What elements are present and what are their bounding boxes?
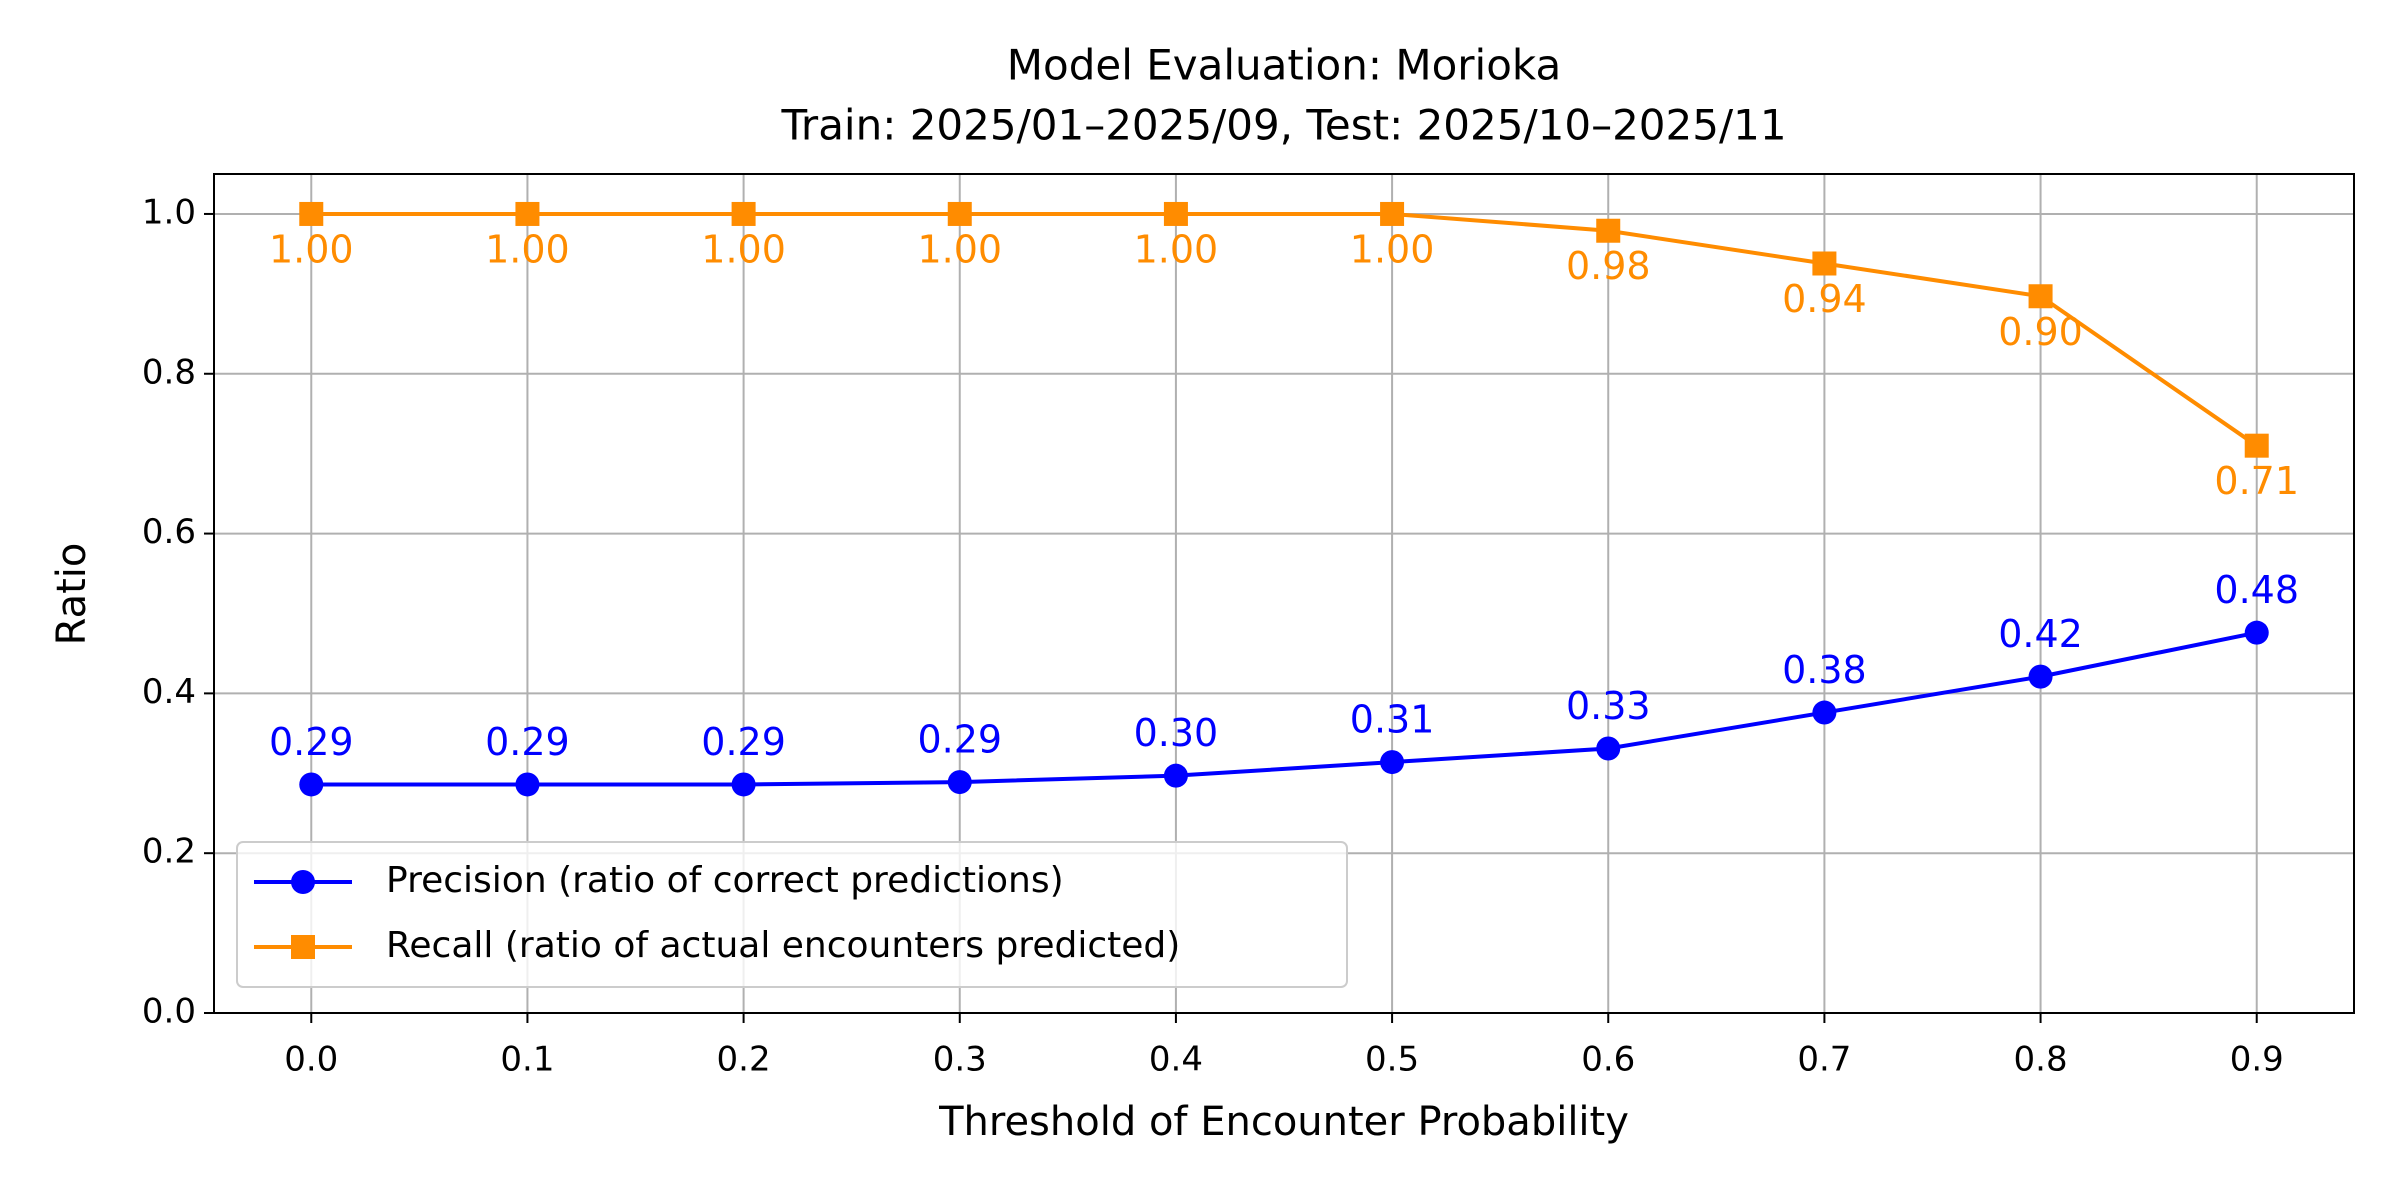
x-tick-label: 0.4 xyxy=(1149,1040,1203,1080)
marker xyxy=(2244,620,2269,645)
marker xyxy=(515,201,540,226)
data-label: 0.90 xyxy=(1998,310,2083,354)
data-label: 0.31 xyxy=(1350,698,1435,742)
marker xyxy=(2028,664,2053,689)
chart-subtitle: Train: 2025/01–2025/09, Test: 2025/10–20… xyxy=(780,101,1786,150)
data-label: 0.71 xyxy=(2214,459,2299,503)
data-label: 1.00 xyxy=(269,227,354,271)
marker xyxy=(947,770,972,795)
x-tick-label: 0.3 xyxy=(933,1040,987,1080)
y-tick-label: 1.0 xyxy=(142,192,196,232)
series-line xyxy=(311,211,2258,448)
data-label: 0.29 xyxy=(485,720,570,764)
x-tick-label: 0.9 xyxy=(2230,1040,2284,1080)
marker xyxy=(2028,284,2053,309)
data-label: 1.00 xyxy=(917,227,1002,271)
data-label: 0.33 xyxy=(1566,684,1651,728)
x-tick-label: 0.6 xyxy=(1581,1040,1635,1080)
x-tick-label: 0.2 xyxy=(717,1040,771,1080)
y-tick-label: 0.4 xyxy=(142,672,196,712)
y-tick-label: 0.2 xyxy=(142,832,196,872)
data-label: 0.38 xyxy=(1782,648,1867,692)
data-label: 0.29 xyxy=(269,720,354,764)
marker xyxy=(299,772,324,797)
x-tick-label: 0.7 xyxy=(1797,1040,1851,1080)
x-tick-label: 0.0 xyxy=(284,1040,338,1080)
data-label: 0.29 xyxy=(917,718,1002,762)
data-label: 0.29 xyxy=(701,720,786,764)
x-tick-label: 0.5 xyxy=(1365,1040,1419,1080)
data-label: 1.00 xyxy=(485,227,570,271)
y-tick-label: 0.6 xyxy=(142,512,196,552)
marker xyxy=(1163,763,1188,788)
marker xyxy=(1163,201,1188,226)
marker xyxy=(1812,700,1837,725)
y-tick-label: 0.0 xyxy=(142,992,196,1032)
chart-title: Model Evaluation: Morioka xyxy=(1007,41,1561,90)
data-label: 1.00 xyxy=(1134,227,1219,271)
data-label: 0.42 xyxy=(1998,612,2083,656)
data-label: 0.94 xyxy=(1782,277,1867,321)
legend-label: Recall (ratio of actual encounters predi… xyxy=(386,925,1180,966)
legend: Precision (ratio of correct predictions)… xyxy=(236,841,1348,988)
legend-marker xyxy=(291,870,315,894)
marker xyxy=(2244,433,2269,458)
marker xyxy=(731,772,756,797)
data-label: 0.30 xyxy=(1134,711,1219,755)
legend-box xyxy=(236,841,1348,988)
marker xyxy=(1596,218,1621,243)
marker xyxy=(1380,201,1405,226)
x-tick-label: 0.8 xyxy=(2014,1040,2068,1080)
x-axis-label: Threshold of Encounter Probability xyxy=(938,1099,1629,1145)
data-label: 0.48 xyxy=(2214,568,2299,612)
legend-label: Precision (ratio of correct predictions) xyxy=(386,860,1064,901)
data-label: 0.98 xyxy=(1566,244,1651,288)
marker xyxy=(1596,736,1621,761)
marker xyxy=(1812,251,1837,276)
marker xyxy=(515,772,540,797)
marker xyxy=(731,201,756,226)
data-label: 1.00 xyxy=(1350,227,1435,271)
marker xyxy=(1380,750,1405,775)
y-axis-label: Ratio xyxy=(49,543,95,646)
data-label: 1.00 xyxy=(701,227,786,271)
legend-marker xyxy=(291,935,315,959)
marker xyxy=(299,201,324,226)
series-line xyxy=(311,630,2258,787)
marker xyxy=(947,201,972,226)
x-tick-label: 0.1 xyxy=(500,1040,554,1080)
y-tick-label: 0.8 xyxy=(142,352,196,392)
plot-frame xyxy=(213,173,2355,1014)
